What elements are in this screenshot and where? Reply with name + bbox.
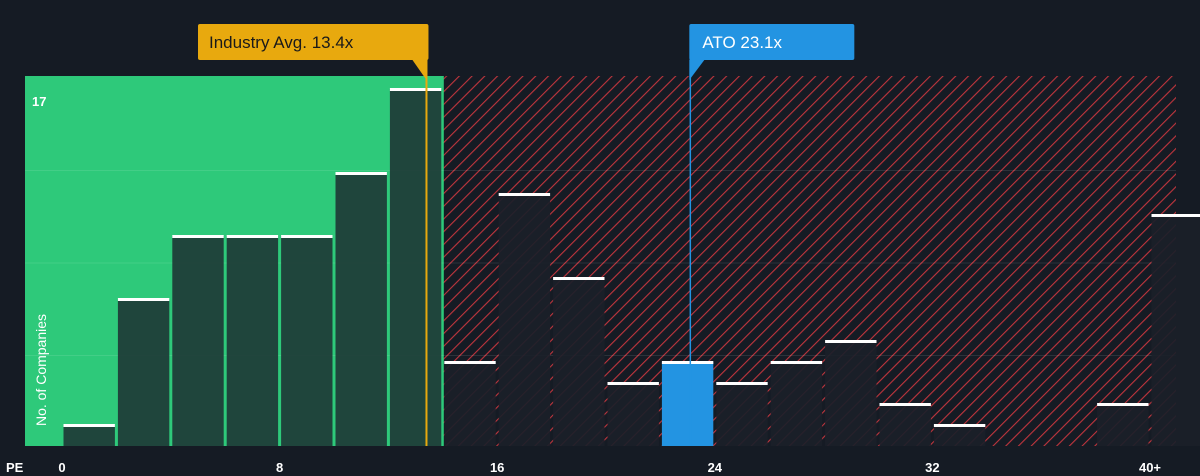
bar	[117, 299, 170, 446]
bar-top	[933, 424, 986, 427]
bar-top	[661, 361, 714, 364]
bars	[63, 88, 1200, 446]
company-pointer	[689, 60, 705, 80]
industry-avg-callout	[198, 24, 429, 60]
x-tick-label: 8	[276, 460, 283, 475]
bar-top	[825, 340, 877, 343]
bar	[1151, 215, 1200, 446]
bar-top	[389, 88, 442, 91]
x-tick-label: 0	[58, 460, 65, 475]
x-tick-label: 16	[490, 460, 504, 475]
bar	[933, 425, 986, 446]
industry-avg-label: Industry Avg. 13.4x	[209, 33, 354, 52]
bar-top	[226, 235, 279, 238]
x-tick-label: 40+	[1139, 460, 1161, 475]
y-axis-label: No. of Companies	[33, 314, 49, 426]
bar-top	[770, 361, 823, 364]
bar	[1097, 404, 1149, 446]
bar-top	[716, 382, 768, 385]
x-tick-label: 32	[925, 460, 939, 475]
bar-top	[63, 424, 115, 427]
x-tick-label: 24	[708, 460, 723, 475]
bar	[770, 362, 823, 446]
bar	[335, 173, 387, 446]
company-label: ATO 23.1x	[702, 33, 782, 52]
bar	[389, 89, 442, 446]
bar	[825, 341, 877, 446]
bar-top	[1097, 403, 1149, 406]
bar-top	[117, 298, 170, 301]
bar	[498, 194, 551, 446]
bar	[444, 362, 496, 446]
bar-top	[553, 277, 605, 280]
bar	[607, 383, 659, 446]
x-axis-ticks: 0 8 16 24 32 40+	[58, 460, 1161, 475]
bar	[716, 383, 768, 446]
bar	[226, 236, 279, 446]
bar-top	[335, 172, 387, 175]
company-callout	[689, 24, 855, 60]
bar-top	[879, 403, 931, 406]
bar	[281, 236, 333, 446]
bar	[553, 278, 605, 446]
bar-top	[281, 235, 333, 238]
bar	[879, 404, 931, 446]
y-max-label: 17	[32, 94, 46, 109]
bar	[172, 236, 224, 446]
bar	[661, 362, 714, 446]
bar-top	[444, 361, 496, 364]
bar-top	[498, 193, 551, 196]
industry-avg-pointer	[412, 60, 427, 80]
x-axis-label: PE	[6, 460, 24, 475]
bar-top	[1151, 214, 1200, 217]
bar	[63, 425, 115, 446]
bar-top	[172, 235, 224, 238]
bar-top	[607, 382, 659, 385]
industry-avg-marker: Industry Avg. 13.4x	[198, 24, 429, 446]
company-marker: ATO 23.1x	[689, 24, 855, 446]
